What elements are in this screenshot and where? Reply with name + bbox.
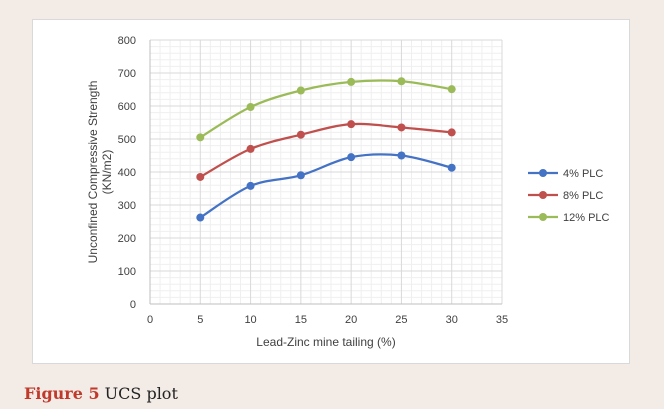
y-tick-label: 500	[118, 134, 136, 146]
x-tick-label: 15	[295, 314, 307, 326]
data-point	[246, 102, 255, 111]
data-point	[347, 77, 356, 86]
x-tick-labels: 0 5 10 15 20 25 30 35	[147, 314, 508, 326]
data-point	[447, 128, 456, 137]
series-points	[196, 77, 456, 222]
y-tick-label: 600	[118, 101, 136, 113]
x-axis-title: Lead-Zinc mine tailing (%)	[256, 335, 395, 349]
data-point	[296, 86, 305, 95]
legend-marker	[539, 169, 547, 177]
data-point	[196, 133, 205, 142]
series-line	[199, 122, 452, 178]
x-tick-label: 25	[395, 314, 407, 326]
y-tick-label: 400	[118, 167, 136, 179]
y-tick-labels: 0 100 200 300 400 500 600 700 800	[118, 35, 136, 311]
data-point	[246, 144, 255, 153]
x-tick-label: 30	[446, 314, 458, 326]
caption-text: UCS plot	[104, 384, 178, 403]
data-point	[397, 123, 406, 132]
x-tick-label: 35	[496, 314, 508, 326]
x-tick-label: 0	[147, 314, 153, 326]
data-point	[397, 77, 406, 86]
series-lines	[199, 79, 452, 219]
series-line	[199, 153, 452, 219]
legend-label: 12% PLC	[563, 212, 610, 224]
y-tick-label: 700	[118, 68, 136, 80]
y-axis-title-line2: (KN/m2)	[100, 150, 114, 195]
data-point	[347, 153, 356, 162]
axes	[149, 40, 502, 305]
y-tick-label: 100	[118, 266, 136, 278]
legend-label: 8% PLC	[563, 190, 603, 202]
data-point	[447, 163, 456, 172]
legend: 4% PLC 8% PLC 12% PLC	[528, 168, 610, 224]
legend-marker	[539, 213, 547, 221]
data-point	[196, 213, 205, 222]
y-tick-label: 0	[130, 299, 136, 311]
data-point	[397, 151, 406, 160]
series-line	[199, 79, 452, 139]
major-gridlines	[150, 39, 503, 304]
y-tick-label: 300	[118, 200, 136, 212]
x-tick-label: 20	[345, 314, 357, 326]
legend-label: 4% PLC	[563, 168, 603, 180]
data-point	[347, 120, 356, 129]
x-tick-label: 10	[244, 314, 256, 326]
figure-caption: Figure 5 UCS plot	[24, 384, 178, 403]
data-point	[246, 181, 255, 190]
y-tick-label: 200	[118, 233, 136, 245]
caption-label: Figure 5	[24, 384, 100, 403]
x-tick-label: 5	[197, 314, 203, 326]
data-point	[447, 85, 456, 94]
legend-marker	[539, 191, 547, 199]
y-axis-title-line1: Unconfined Compressive Strength	[86, 81, 100, 264]
data-point	[196, 172, 205, 181]
y-tick-label: 800	[118, 35, 136, 47]
data-point	[296, 130, 305, 139]
data-point	[296, 171, 305, 180]
